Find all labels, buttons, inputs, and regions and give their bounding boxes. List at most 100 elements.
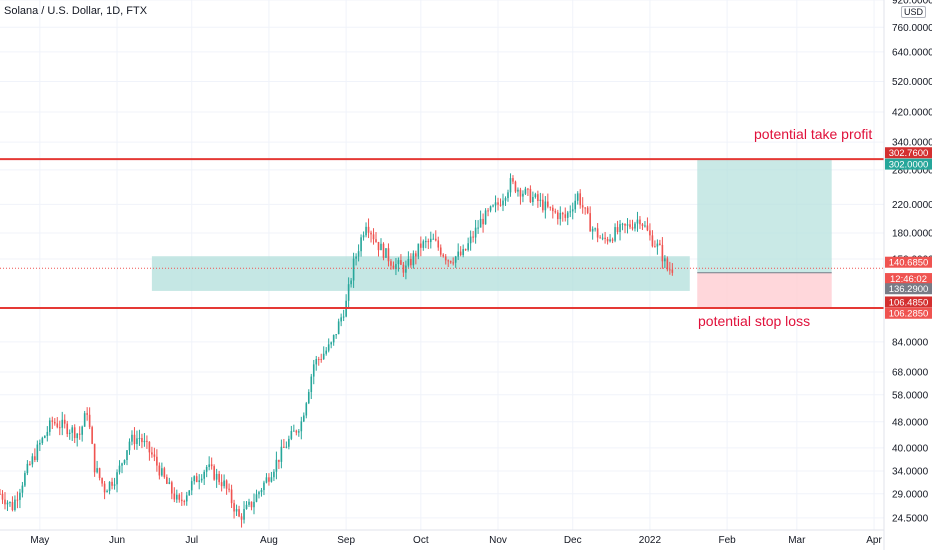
candle-body <box>621 223 624 225</box>
candle-body <box>317 359 320 361</box>
candle-body <box>357 251 360 257</box>
candle-body <box>4 499 6 505</box>
candle-body <box>16 499 19 501</box>
candle-body <box>412 253 415 266</box>
x-tick-label: 2022 <box>639 535 662 546</box>
candle-body <box>666 258 669 270</box>
candle-body <box>452 262 455 264</box>
candle-body <box>395 264 397 270</box>
candle-body <box>601 237 604 239</box>
candle-body <box>522 193 524 197</box>
candle-body <box>183 501 186 503</box>
candle-body <box>185 495 188 502</box>
candle-body <box>278 459 280 462</box>
candle-body <box>280 446 283 462</box>
candle-body <box>66 423 69 434</box>
candle-body <box>467 243 469 250</box>
candle-body <box>415 253 417 257</box>
candle-body <box>24 473 26 486</box>
candle-body <box>275 459 278 472</box>
candle-body <box>116 472 118 485</box>
candle-body <box>83 413 86 427</box>
candle-body <box>210 464 213 467</box>
y-tick-label: 180.0000 <box>892 229 932 240</box>
candle-body <box>76 433 79 439</box>
candle-body <box>362 235 365 238</box>
candle-body <box>51 420 54 422</box>
candle-body <box>228 488 230 490</box>
loss-zone <box>697 272 832 308</box>
price-badge <box>885 307 932 319</box>
candle-body <box>233 503 235 512</box>
x-tick-label: Sep <box>337 535 355 546</box>
candle-body <box>442 254 445 257</box>
x-tick-label: Jul <box>185 535 198 546</box>
candle-body <box>138 438 141 440</box>
candle-body <box>21 485 24 493</box>
candle-body <box>136 438 138 445</box>
candle-body <box>387 248 390 262</box>
candle-body <box>661 244 664 262</box>
candle-body <box>377 241 380 251</box>
candle-body <box>380 243 382 251</box>
y-tick-label: 420.0000 <box>892 107 932 118</box>
candle-body <box>248 501 250 505</box>
candle-body <box>402 264 405 273</box>
candle-body <box>133 434 136 445</box>
candle-body <box>576 193 579 201</box>
candle-body <box>6 502 9 505</box>
candle-body <box>322 353 325 360</box>
candle-body <box>649 230 651 236</box>
candle-body <box>425 241 427 243</box>
candle-body <box>372 234 375 240</box>
y-tick-label: 220.0000 <box>892 200 932 211</box>
candle-body <box>26 463 29 474</box>
candle-body <box>283 446 285 448</box>
candle-body <box>131 434 133 442</box>
candle-body <box>350 280 352 285</box>
candle-body <box>240 516 243 520</box>
candle-body <box>270 477 273 482</box>
candle-body <box>178 494 181 500</box>
candle-body <box>539 199 542 202</box>
candle-body <box>298 431 300 433</box>
candle-body <box>315 359 318 365</box>
candle-body <box>631 227 634 229</box>
candle-body <box>422 241 425 248</box>
y-tick-label: 640.0000 <box>892 47 932 58</box>
y-tick-label: 760.0000 <box>892 23 932 34</box>
currency-label: USD <box>901 6 927 18</box>
candle-body <box>263 482 265 491</box>
candle-body <box>584 207 586 209</box>
candle-body <box>454 256 457 263</box>
candle-body <box>472 236 474 238</box>
candle-body <box>48 420 51 432</box>
x-tick-label: Feb <box>719 535 737 546</box>
candle-body <box>223 480 225 487</box>
candle-body <box>365 226 367 236</box>
candle-body <box>188 490 191 496</box>
candle-body <box>469 236 472 244</box>
candle-body <box>1 493 4 500</box>
candle-body <box>166 477 168 484</box>
chart-title: Solana / U.S. Dollar, 1D, FTX <box>4 5 148 17</box>
candle-body <box>502 200 504 206</box>
candle-body <box>420 243 422 248</box>
y-tick-label: 40.0000 <box>892 443 929 454</box>
x-tick-label: Mar <box>788 535 806 546</box>
candle-body <box>103 483 106 493</box>
price-badge-label: 140.6850 <box>889 258 929 269</box>
candle-body <box>243 509 245 520</box>
candle-body <box>258 492 260 495</box>
candle-body <box>0 493 1 495</box>
candle-body <box>457 251 459 257</box>
candle-body <box>449 261 452 263</box>
price-badge <box>885 283 932 295</box>
candle-body <box>554 211 557 213</box>
candle-body <box>429 238 432 243</box>
candle-body <box>86 413 88 415</box>
price-badge <box>885 158 932 170</box>
candle-body <box>61 419 64 428</box>
